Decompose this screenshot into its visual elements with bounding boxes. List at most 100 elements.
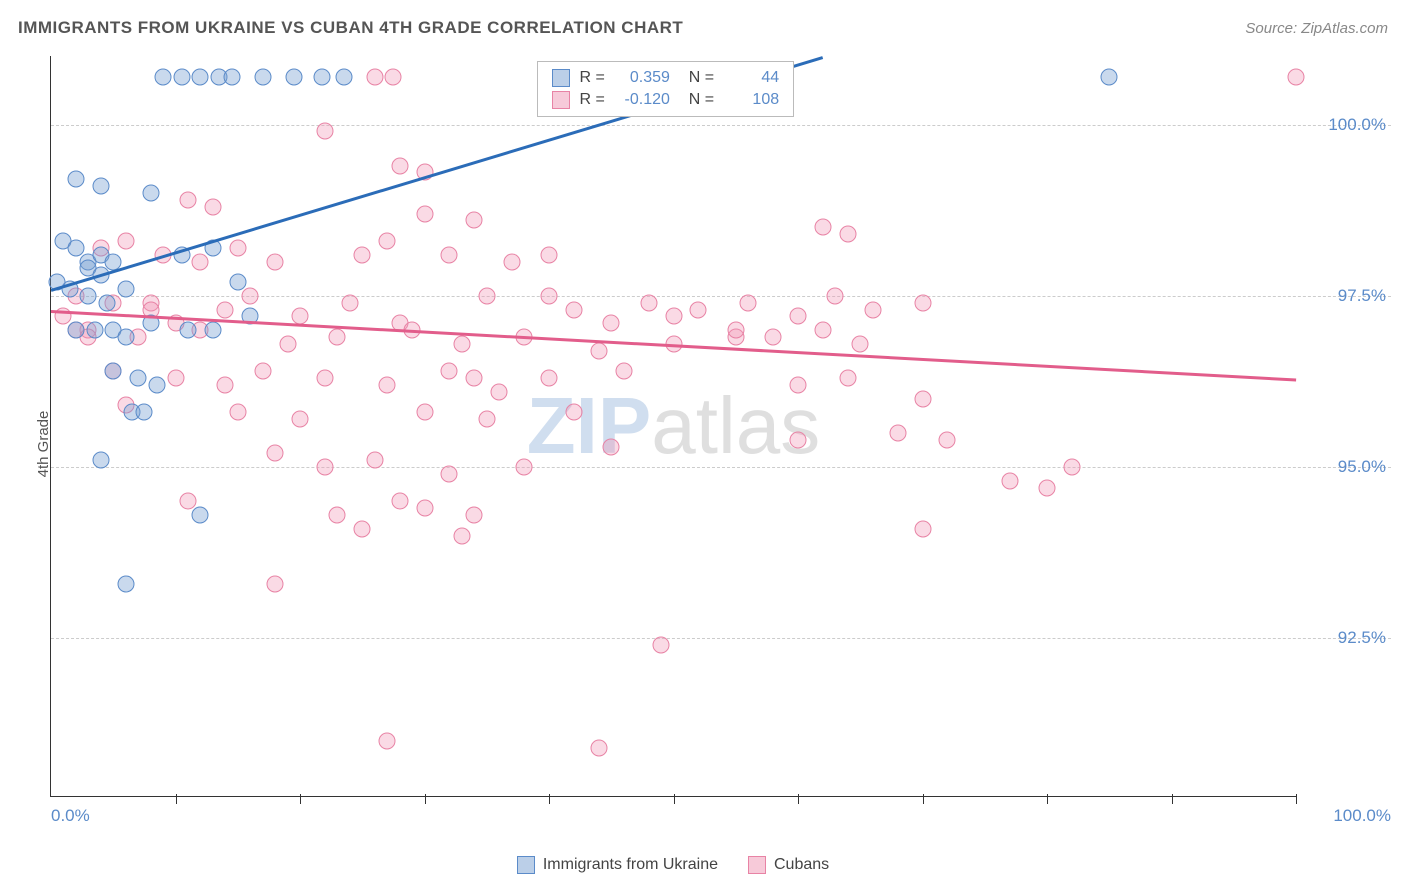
stat-r-label: R = bbox=[580, 91, 605, 109]
scatter-point-pink bbox=[478, 411, 495, 428]
scatter-point-pink bbox=[416, 500, 433, 517]
scatter-point-pink bbox=[391, 157, 408, 174]
y-tick-label: 97.5% bbox=[1301, 286, 1386, 306]
scatter-point-pink bbox=[379, 733, 396, 750]
scatter-point-pink bbox=[1288, 68, 1305, 85]
scatter-point-pink bbox=[329, 328, 346, 345]
stat-box: R =0.359 N =44R =-0.120 N =108 bbox=[537, 61, 795, 117]
scatter-point-blue bbox=[179, 322, 196, 339]
scatter-point-pink bbox=[466, 507, 483, 524]
gridline bbox=[51, 467, 1391, 468]
scatter-point-pink bbox=[179, 191, 196, 208]
scatter-point-pink bbox=[590, 342, 607, 359]
scatter-point-blue bbox=[1101, 68, 1118, 85]
scatter-point-pink bbox=[914, 520, 931, 537]
scatter-point-blue bbox=[99, 294, 116, 311]
scatter-point-pink bbox=[914, 294, 931, 311]
legend-swatch-blue bbox=[517, 856, 535, 874]
chart-container: 4th Grade ZIPatlas 92.5%95.0%97.5%100.0%… bbox=[50, 56, 1391, 832]
scatter-point-blue bbox=[117, 280, 134, 297]
scatter-point-blue bbox=[67, 322, 84, 339]
scatter-point-pink bbox=[541, 287, 558, 304]
scatter-point-pink bbox=[565, 301, 582, 318]
scatter-point-pink bbox=[292, 411, 309, 428]
scatter-point-pink bbox=[1063, 459, 1080, 476]
scatter-point-blue bbox=[142, 185, 159, 202]
scatter-point-pink bbox=[217, 376, 234, 393]
scatter-point-pink bbox=[453, 335, 470, 352]
x-tick bbox=[300, 794, 301, 804]
scatter-point-pink bbox=[590, 740, 607, 757]
scatter-point-blue bbox=[130, 370, 147, 387]
chart-title: IMMIGRANTS FROM UKRAINE VS CUBAN 4TH GRA… bbox=[18, 18, 683, 38]
scatter-point-pink bbox=[192, 253, 209, 270]
gridline bbox=[51, 638, 1391, 639]
scatter-point-pink bbox=[179, 493, 196, 510]
stat-r-value: -0.120 bbox=[615, 91, 670, 109]
scatter-point-pink bbox=[839, 226, 856, 243]
stat-n-value: 108 bbox=[724, 91, 779, 109]
scatter-point-pink bbox=[653, 637, 670, 654]
scatter-point-pink bbox=[441, 363, 458, 380]
scatter-point-blue bbox=[117, 575, 134, 592]
scatter-point-blue bbox=[229, 274, 246, 291]
scatter-point-blue bbox=[136, 404, 153, 421]
scatter-point-pink bbox=[416, 404, 433, 421]
scatter-point-pink bbox=[790, 431, 807, 448]
x-tick bbox=[1296, 794, 1297, 804]
scatter-point-pink bbox=[292, 308, 309, 325]
x-tick bbox=[1172, 794, 1173, 804]
y-tick-label: 100.0% bbox=[1301, 115, 1386, 135]
scatter-point-pink bbox=[615, 363, 632, 380]
scatter-point-pink bbox=[466, 212, 483, 229]
scatter-point-blue bbox=[285, 68, 302, 85]
scatter-point-blue bbox=[314, 68, 331, 85]
stat-row-ukraine: R =0.359 N =44 bbox=[552, 67, 780, 89]
scatter-point-pink bbox=[565, 404, 582, 421]
x-label-max: 100.0% bbox=[1333, 806, 1391, 826]
x-tick bbox=[176, 794, 177, 804]
scatter-point-pink bbox=[640, 294, 657, 311]
scatter-point-pink bbox=[385, 68, 402, 85]
watermark: ZIPatlas bbox=[527, 380, 820, 472]
scatter-point-pink bbox=[1039, 479, 1056, 496]
legend-item-cubans: Cubans bbox=[748, 856, 829, 874]
scatter-point-pink bbox=[814, 322, 831, 339]
scatter-point-pink bbox=[341, 294, 358, 311]
scatter-point-blue bbox=[173, 68, 190, 85]
scatter-point-pink bbox=[939, 431, 956, 448]
scatter-point-pink bbox=[727, 322, 744, 339]
chart-source: Source: ZipAtlas.com bbox=[1245, 20, 1388, 37]
scatter-point-pink bbox=[516, 459, 533, 476]
scatter-point-pink bbox=[254, 363, 271, 380]
scatter-point-pink bbox=[229, 404, 246, 421]
scatter-point-pink bbox=[354, 520, 371, 537]
stat-r-label: R = bbox=[580, 69, 605, 87]
chart-header: IMMIGRANTS FROM UKRAINE VS CUBAN 4TH GRA… bbox=[18, 18, 1388, 38]
y-tick-label: 95.0% bbox=[1301, 457, 1386, 477]
legend-swatch-pink bbox=[748, 856, 766, 874]
stat-n-label: N = bbox=[680, 91, 714, 109]
scatter-point-pink bbox=[889, 424, 906, 441]
scatter-point-pink bbox=[914, 390, 931, 407]
plot-area: ZIPatlas 92.5%95.0%97.5%100.0%0.0%100.0%… bbox=[50, 56, 1296, 797]
scatter-point-pink bbox=[242, 287, 259, 304]
scatter-point-pink bbox=[204, 198, 221, 215]
scatter-point-pink bbox=[316, 123, 333, 140]
stat-n-label: N = bbox=[680, 69, 714, 87]
scatter-point-pink bbox=[441, 246, 458, 263]
stat-r-value: 0.359 bbox=[615, 69, 670, 87]
scatter-point-pink bbox=[466, 370, 483, 387]
scatter-point-pink bbox=[267, 253, 284, 270]
x-tick bbox=[674, 794, 675, 804]
scatter-point-blue bbox=[92, 452, 109, 469]
legend-label-ukraine: Immigrants from Ukraine bbox=[543, 856, 718, 874]
x-tick bbox=[923, 794, 924, 804]
scatter-point-pink bbox=[478, 287, 495, 304]
legend-item-ukraine: Immigrants from Ukraine bbox=[517, 856, 718, 874]
scatter-point-pink bbox=[790, 308, 807, 325]
y-tick-label: 92.5% bbox=[1301, 628, 1386, 648]
scatter-point-pink bbox=[603, 438, 620, 455]
scatter-point-blue bbox=[67, 239, 84, 256]
scatter-point-pink bbox=[267, 575, 284, 592]
